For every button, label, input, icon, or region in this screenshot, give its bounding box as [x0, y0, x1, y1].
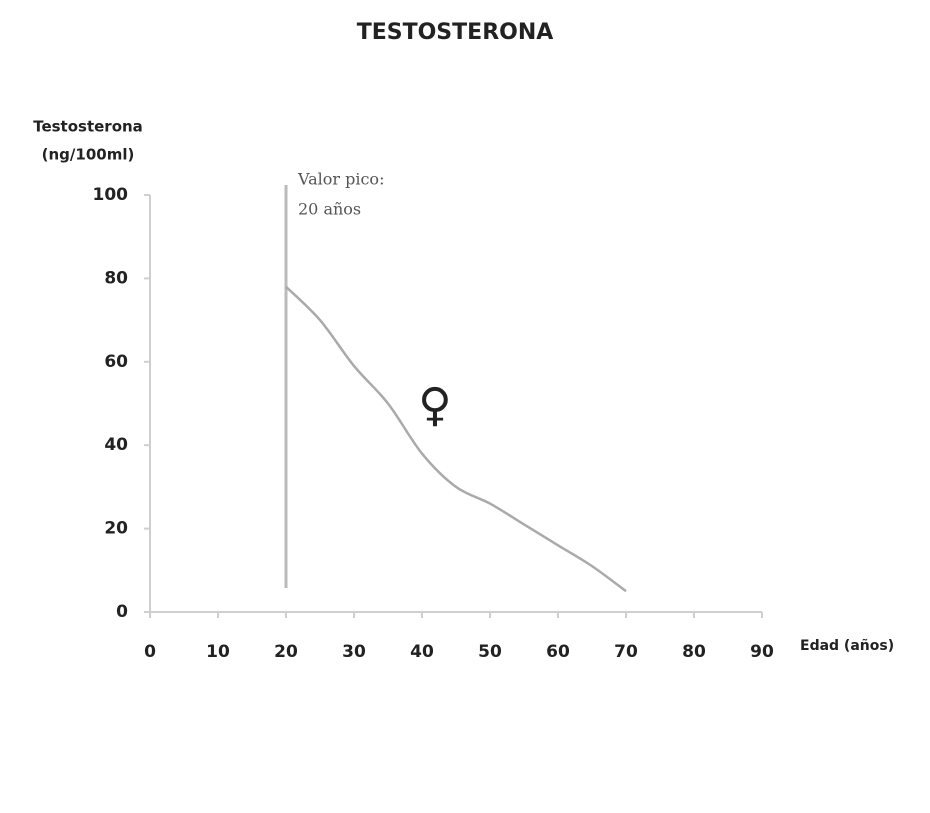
annotation: Valor pico:	[297, 170, 384, 189]
x-tick-label: 60	[546, 642, 570, 662]
y-axis-label: Testosterona	[33, 118, 143, 136]
chart-title: TESTOSTERONA	[357, 20, 554, 45]
y-axis-label: (ng/100ml)	[42, 146, 135, 164]
y-tick-label: 60	[104, 352, 128, 372]
x-axis-label: Edad (años)	[800, 638, 894, 654]
y-tick-label: 40	[104, 435, 128, 455]
x-tick-label: 0	[144, 642, 156, 662]
y-tick-label: 80	[104, 268, 128, 288]
x-tick-label: 20	[274, 642, 298, 662]
series-line	[285, 285, 627, 593]
annotation: 20 años	[298, 200, 361, 219]
x-tick-label: 90	[750, 642, 774, 662]
y-tick-label: 100	[93, 185, 129, 205]
x-tick-label: 50	[478, 642, 502, 662]
female-symbol: ♀	[418, 378, 452, 432]
x-tick-label: 10	[206, 642, 230, 662]
y-tick-label: 20	[104, 519, 128, 539]
x-tick-label: 70	[614, 642, 638, 662]
y-tick-label: 0	[116, 602, 128, 622]
x-tick-label: 40	[410, 642, 434, 662]
x-tick-label: 80	[682, 642, 706, 662]
x-tick-label: 30	[342, 642, 366, 662]
